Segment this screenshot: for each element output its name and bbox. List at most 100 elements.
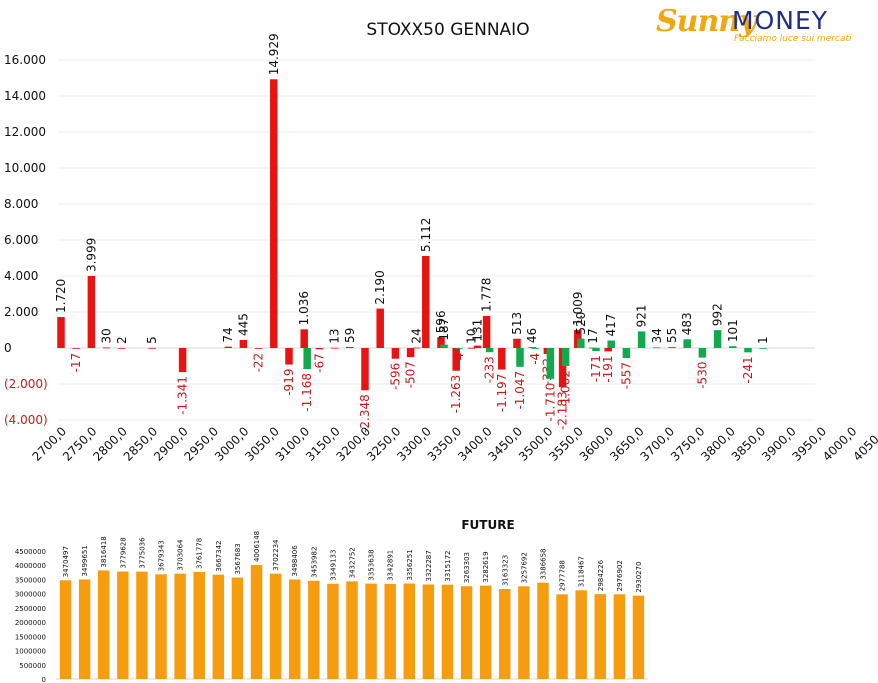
- bar: [224, 346, 232, 348]
- future-data-label: 3703064: [177, 539, 185, 571]
- bar: [391, 348, 400, 359]
- future-y-tick-label: 4500000: [15, 548, 46, 556]
- future-bar: [288, 579, 301, 679]
- future-y-tick-label: 4000000: [15, 562, 46, 570]
- future-data-label: 2976902: [616, 560, 624, 591]
- data-label: 2.190: [373, 270, 387, 304]
- data-label: 13: [328, 328, 342, 343]
- bar: [270, 79, 278, 348]
- future-bar: [78, 579, 91, 679]
- future-data-label: 3498406: [291, 545, 299, 577]
- bar: [376, 308, 384, 348]
- future-bar: [193, 571, 205, 679]
- data-label: -4: [528, 353, 542, 365]
- future-data-label: 3775036: [138, 537, 146, 569]
- data-label: -171: [589, 355, 603, 382]
- y-axis: 16.000 14.000 12.000 10.000 8.000 6.000 4.000 2…: [4, 53, 48, 427]
- future-data-label: 3470497: [62, 546, 70, 577]
- bar: [330, 347, 339, 349]
- future-y-tick-label: 1000000: [15, 648, 46, 656]
- future-y-tick-label: 3000000: [15, 591, 46, 599]
- future-bar: [499, 589, 511, 679]
- data-label: -2.183: [556, 391, 570, 430]
- future-data-label: 3702234: [272, 539, 280, 571]
- future-data-label: 2984226: [597, 559, 605, 591]
- future-bar: [365, 583, 377, 679]
- bar: [467, 347, 476, 349]
- future-bar: [59, 580, 72, 679]
- y-tick-label: 2.000: [4, 305, 38, 319]
- bar: [561, 348, 570, 367]
- bar: [698, 348, 707, 358]
- data-label: -22: [252, 353, 266, 373]
- bar: [239, 339, 248, 348]
- bar: [516, 348, 524, 367]
- future-data-label: 3432752: [349, 547, 357, 578]
- future-data-label: 3761778: [196, 538, 204, 569]
- data-label: 1.036: [297, 291, 311, 325]
- data-label: 520: [574, 312, 588, 335]
- future-data-label: 3353638: [368, 549, 376, 580]
- data-label: -1.341: [176, 376, 190, 415]
- future-bar: [98, 570, 110, 679]
- data-label: 14.929: [267, 33, 281, 75]
- bar: [300, 329, 308, 348]
- future-bar: [460, 586, 473, 679]
- data-label: 187: [437, 318, 451, 341]
- future-data-label: 3315172: [444, 551, 452, 582]
- future-bar-series: 3470497 3499651 3816418 3779628 3775036 36793…: [59, 531, 645, 679]
- data-label: 46: [525, 328, 539, 343]
- data-label: -919: [282, 369, 296, 396]
- y-tick-label: 8.000: [4, 197, 38, 211]
- future-bar: [537, 582, 549, 679]
- y-tick-label: 0: [4, 341, 12, 355]
- bar: [558, 348, 567, 388]
- data-label: 596: [434, 310, 448, 333]
- future-y-tick-label: 0: [42, 676, 46, 683]
- future-data-label: 4006148: [253, 531, 261, 562]
- data-label: 417: [604, 314, 618, 337]
- data-label: -233: [483, 356, 497, 383]
- bar: [759, 347, 767, 349]
- future-bar: [174, 573, 186, 679]
- data-label: -1.047: [513, 371, 527, 410]
- bar: [498, 348, 506, 370]
- x-axis: 2700,02750,02800,02850,02900,02950,03000…: [30, 424, 878, 464]
- y-tick-label: 4.000: [4, 269, 38, 283]
- future-data-label: 3386658: [539, 548, 547, 579]
- bar: [622, 348, 631, 359]
- future-bar: [308, 580, 320, 679]
- future-data-label: 3679343: [158, 540, 166, 571]
- y-tick-label: 10.000: [4, 161, 46, 175]
- future-y-tick-label: 2500000: [15, 605, 46, 613]
- bar: [303, 348, 311, 370]
- bar-series: 1.720 -17 3.999 30 2 5 -1.341 74 445 -22 14.929 -91…: [54, 33, 770, 433]
- future-chart-title: FUTURE: [461, 518, 514, 532]
- bar: [437, 337, 445, 348]
- data-label: 5: [145, 336, 159, 344]
- bar: [528, 347, 536, 348]
- data-label: -17: [69, 353, 83, 373]
- data-label: 1: [756, 336, 770, 344]
- future-data-label: 3779628: [119, 537, 127, 568]
- data-label: 2: [115, 336, 129, 344]
- future-bar: [231, 577, 244, 679]
- data-label: -2.348: [358, 394, 372, 433]
- future-y-tick-label: 500000: [19, 662, 46, 670]
- future-bar: [212, 574, 225, 679]
- future-data-label: 3567683: [234, 543, 242, 574]
- bar: [254, 348, 263, 349]
- bar: [531, 348, 539, 349]
- data-label: 59: [343, 328, 357, 343]
- y-tick-label: 14.000: [4, 89, 46, 103]
- data-label: 55: [665, 328, 679, 343]
- bar: [452, 348, 460, 371]
- logo-brand-right: MONEY: [732, 6, 829, 35]
- bar: [744, 348, 752, 353]
- bar: [482, 315, 491, 348]
- data-label: -4: [452, 353, 466, 365]
- future-data-label: 3263303: [463, 552, 471, 583]
- bar: [87, 276, 96, 348]
- future-bar: [575, 590, 587, 679]
- bar: [361, 348, 369, 391]
